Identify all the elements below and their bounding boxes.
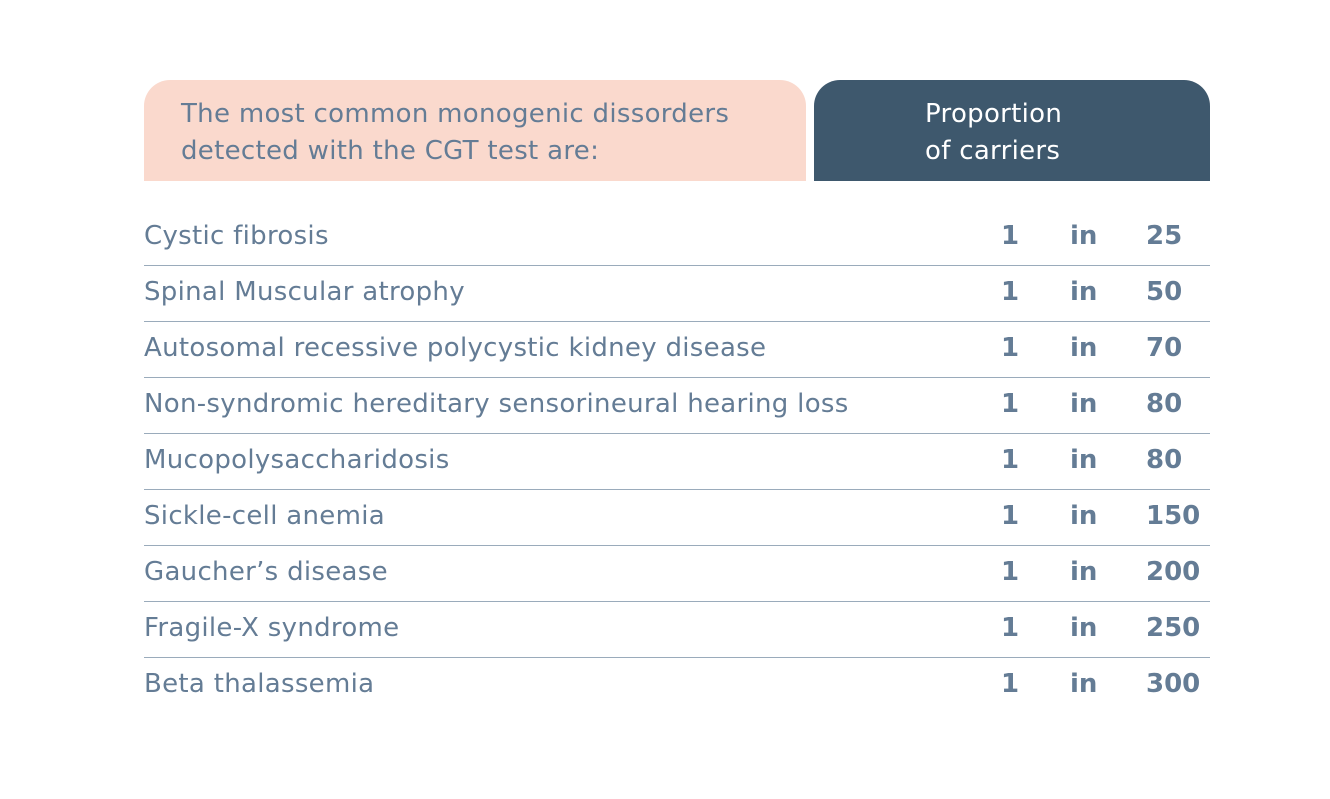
- disorder-name: Fragile-X syndrome: [144, 613, 400, 643]
- table-row: Gaucher’s disease 1 in 200: [144, 546, 1210, 602]
- proportion-header-line-2: of carriers: [925, 136, 1061, 166]
- disorders-column-header: The most common monogenic dissorders det…: [144, 80, 806, 181]
- ratio-denominator: 50: [1146, 277, 1183, 307]
- table-header: The most common monogenic dissorders det…: [144, 80, 1210, 181]
- ratio-one: 1: [1001, 669, 1020, 699]
- disorder-name: Autosomal recessive polycystic kidney di…: [144, 333, 767, 363]
- table-row: Beta thalassemia 1 in 300: [144, 658, 1210, 713]
- ratio-one: 1: [1001, 445, 1020, 475]
- ratio-denominator: 300: [1146, 669, 1201, 699]
- ratio-denominator: 25: [1146, 221, 1183, 251]
- ratio-in: in: [1070, 333, 1098, 363]
- disorder-name: Non-syndromic hereditary sensorineural h…: [144, 389, 849, 419]
- disorder-name: Gaucher’s disease: [144, 557, 388, 587]
- ratio-denominator: 200: [1146, 557, 1201, 587]
- table-row: Cystic fibrosis 1 in 25: [144, 210, 1210, 266]
- ratio-one: 1: [1001, 277, 1020, 307]
- disorders-header-line-2: detected with the CGT test are:: [181, 136, 600, 166]
- ratio-denominator: 250: [1146, 613, 1201, 643]
- table-row: Non-syndromic hereditary sensorineural h…: [144, 378, 1210, 434]
- ratio-one: 1: [1001, 221, 1020, 251]
- disorder-name: Cystic fibrosis: [144, 221, 329, 251]
- ratio-in: in: [1070, 501, 1098, 531]
- proportion-header-line-1: Proportion: [925, 99, 1063, 129]
- proportion-column-header: Proportion of carriers: [814, 80, 1210, 181]
- ratio-in: in: [1070, 277, 1098, 307]
- table-body: Cystic fibrosis 1 in 25 Spinal Muscular …: [144, 210, 1210, 713]
- disorder-name: Mucopolysaccharidosis: [144, 445, 450, 475]
- table-row: Mucopolysaccharidosis 1 in 80: [144, 434, 1210, 490]
- disorder-name: Beta thalassemia: [144, 669, 375, 699]
- ratio-one: 1: [1001, 557, 1020, 587]
- disorders-header-line-1: The most common monogenic dissorders: [181, 99, 730, 129]
- table-row: Fragile-X syndrome 1 in 250: [144, 602, 1210, 658]
- ratio-denominator: 70: [1146, 333, 1183, 363]
- ratio-in: in: [1070, 389, 1098, 419]
- ratio-one: 1: [1001, 501, 1020, 531]
- ratio-denominator: 150: [1146, 501, 1201, 531]
- ratio-in: in: [1070, 613, 1098, 643]
- ratio-one: 1: [1001, 613, 1020, 643]
- carrier-proportion-table: The most common monogenic dissorders det…: [144, 80, 1210, 699]
- disorder-name: Sickle-cell anemia: [144, 501, 385, 531]
- ratio-in: in: [1070, 669, 1098, 699]
- ratio-in: in: [1070, 445, 1098, 475]
- ratio-one: 1: [1001, 333, 1020, 363]
- table-row: Spinal Muscular atrophy 1 in 50: [144, 266, 1210, 322]
- disorder-name: Spinal Muscular atrophy: [144, 277, 465, 307]
- table-row: Autosomal recessive polycystic kidney di…: [144, 322, 1210, 378]
- ratio-in: in: [1070, 557, 1098, 587]
- ratio-one: 1: [1001, 389, 1020, 419]
- ratio-denominator: 80: [1146, 389, 1183, 419]
- ratio-in: in: [1070, 221, 1098, 251]
- ratio-denominator: 80: [1146, 445, 1183, 475]
- table-row: Sickle-cell anemia 1 in 150: [144, 490, 1210, 546]
